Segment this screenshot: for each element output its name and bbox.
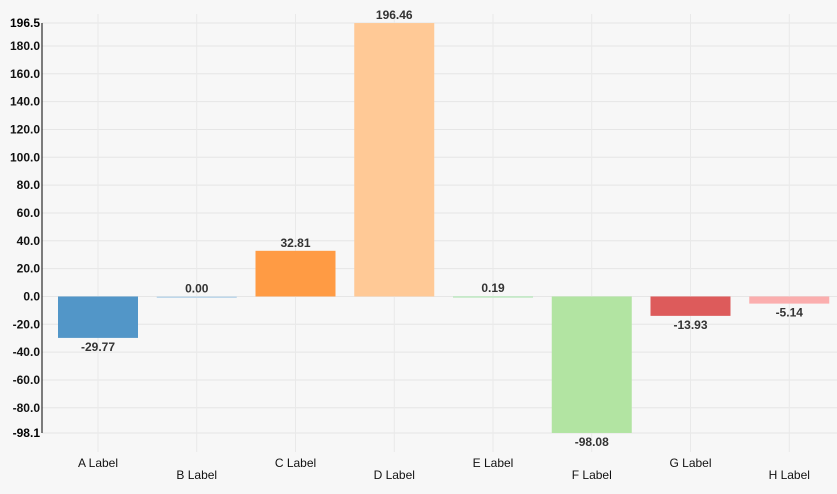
bar-4 [354, 23, 435, 297]
data-label: -98.08 [575, 435, 609, 449]
x-tick-label: A Label [78, 456, 118, 470]
y-tick-label: 0.0 [23, 289, 40, 303]
y-bound-label: 196.5 [10, 16, 40, 30]
data-labels: -29.77 0.00 32.81 196.46 0.19 -98.08 -13.93 -5.… [81, 8, 803, 449]
bar-3 [255, 250, 336, 297]
y-tick-label: 100.0 [10, 150, 40, 164]
y-tick-label: 20.0 [17, 262, 41, 276]
y-tick-label: 120.0 [10, 122, 40, 136]
data-label: 0.19 [481, 281, 505, 295]
y-bound-label: -98.1 [13, 426, 41, 440]
bar-7 [650, 296, 731, 316]
x-tick-label: E Label [473, 456, 514, 470]
x-tick-label: B Label [176, 468, 217, 482]
x-tick-label: G Label [669, 456, 711, 470]
y-tick-label: 80.0 [17, 178, 41, 192]
data-label: 0.00 [185, 281, 209, 295]
y-tick-label: 40.0 [17, 234, 41, 248]
x-tick-label: H Label [769, 468, 810, 482]
data-label: 32.81 [280, 236, 310, 250]
data-label: -13.93 [673, 318, 707, 332]
y-tick-label: 180.0 [10, 39, 40, 53]
x-tick-label: C Label [275, 456, 316, 470]
y-tick-label: 140.0 [10, 95, 40, 109]
bar-6 [551, 296, 632, 433]
grid-lines [42, 14, 837, 452]
axes: -80.0 -60.0 -40.0 -20.0 0.0 20.0 40.0 60.0 80.0 1… [10, 16, 810, 482]
data-label: 196.46 [376, 8, 413, 22]
y-tick-label: -60.0 [13, 373, 41, 387]
data-label: -29.77 [81, 340, 115, 354]
x-tick-label: F Label [572, 468, 612, 482]
y-tick-label: 60.0 [17, 206, 41, 220]
x-tick-label: D Label [374, 468, 415, 482]
y-tick-label: -20.0 [13, 317, 41, 331]
y-tick-label: -40.0 [13, 345, 41, 359]
bars [58, 23, 830, 433]
bar-5 [453, 296, 533, 298]
bar-8 [749, 296, 830, 304]
bar-1 [58, 296, 138, 338]
y-tick-label: 160.0 [10, 67, 40, 81]
bar-2 [156, 296, 237, 298]
data-label: -5.14 [776, 306, 804, 320]
y-tick-label: -80.0 [13, 401, 41, 415]
